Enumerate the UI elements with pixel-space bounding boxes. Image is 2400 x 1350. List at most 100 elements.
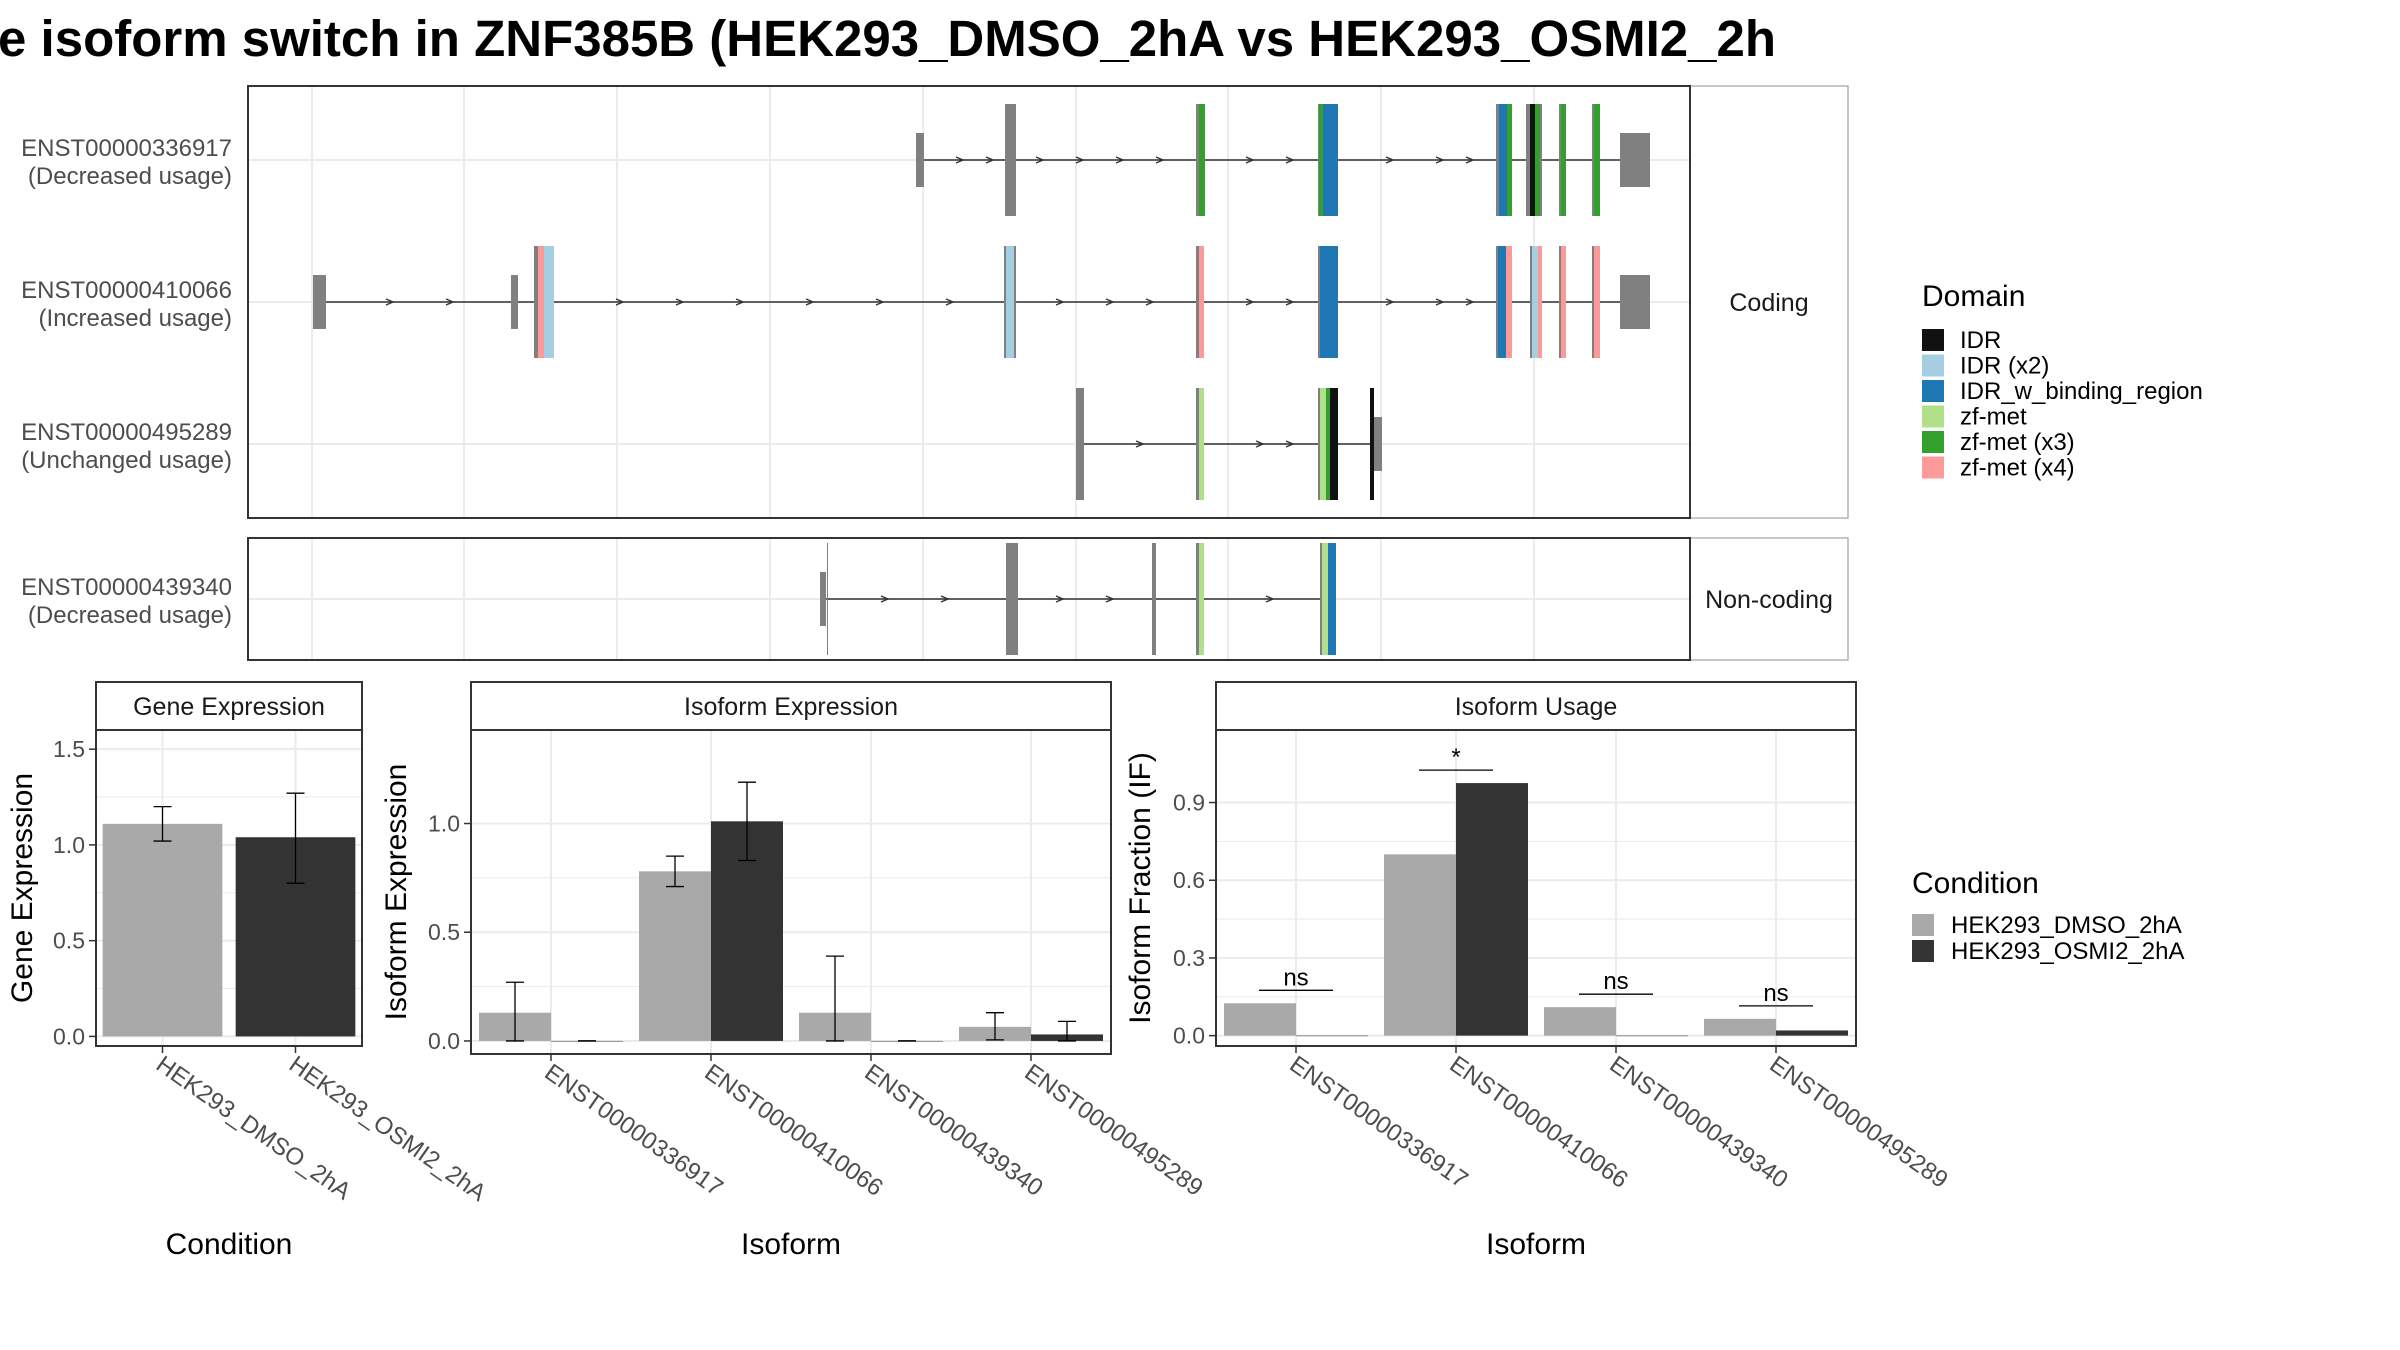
strand-arrow [735, 298, 745, 306]
transcript-usage-label: (Unchanged usage) [21, 447, 232, 474]
exon [1152, 543, 1156, 655]
chart-strip [470, 681, 1112, 731]
y-tick-label: 0.9 [1173, 790, 1205, 816]
strand-arrow [1465, 298, 1475, 306]
legend-label: HEK293_OSMI2_2hA [1951, 938, 2184, 965]
strand-arrow [1245, 298, 1255, 306]
domain-block [538, 246, 544, 358]
bar [639, 871, 711, 1041]
strand-arrow [1055, 595, 1065, 603]
strand-arrow [1155, 156, 1165, 164]
domain-block [544, 246, 554, 358]
strand-arrow [1115, 156, 1125, 164]
y-tick-label: 0.6 [1173, 867, 1205, 893]
strand-arrow [875, 298, 885, 306]
domain-block [1199, 543, 1204, 655]
y-tick-label: 0.3 [1173, 945, 1205, 971]
strand-arrow [880, 595, 890, 603]
legend-label: HEK293_DMSO_2hA [1951, 912, 2182, 939]
chart-panel-border [470, 729, 1112, 1055]
y-tick-label: 0.5 [428, 919, 460, 945]
domain-block [1532, 246, 1538, 358]
x-tick-label: ENST00000495289 [1765, 1051, 1953, 1194]
strand-arrow [805, 298, 815, 306]
domain-block [1328, 543, 1336, 655]
bar [1544, 1007, 1616, 1036]
exon [827, 543, 828, 655]
chart-strip [1215, 681, 1857, 731]
panel-border [247, 85, 1691, 519]
transcript-structure-panel: CodingNon-codingENST00000336917(Decrease… [21, 85, 1849, 661]
domain-block [1370, 388, 1374, 500]
legend-label: zf-met (x3) [1960, 429, 2075, 456]
strand-arrow [1265, 595, 1275, 603]
domain-block [1330, 388, 1338, 500]
legend-label: IDR [1960, 327, 2001, 354]
gene-expression-chart: Gene Expression0.00.51.01.5HEK293_DMSO_2… [6, 681, 491, 1261]
transcript-id-label: ENST00000495289 [21, 419, 232, 446]
domain-block [1326, 388, 1330, 500]
domain-block [1199, 246, 1204, 358]
strand-arrow [1285, 156, 1295, 164]
x-axis-title: Isoform [741, 1228, 841, 1261]
strand-arrow [675, 298, 685, 306]
legend-key [1922, 354, 1944, 377]
domain-block [1499, 104, 1507, 216]
strand-arrow [1135, 440, 1145, 448]
strand-arrow [1035, 156, 1045, 164]
strand-arrow [945, 298, 955, 306]
strand-arrow [1385, 298, 1395, 306]
bar [1776, 1030, 1848, 1036]
legend-key [1922, 380, 1944, 402]
strand-arrow [1385, 156, 1395, 164]
significance-label: ns [1283, 964, 1308, 991]
y-tick-label: 0.0 [428, 1028, 460, 1054]
strand-arrow [445, 298, 455, 306]
legend-key [1912, 940, 1934, 962]
strand-arrow [385, 298, 395, 306]
strand-arrow [615, 298, 625, 306]
chart-strip-label: Isoform Usage [1455, 693, 1618, 721]
legend-label: IDR_w_binding_region [1960, 378, 2203, 405]
domain-block [1538, 246, 1542, 358]
strand-arrow [1435, 298, 1445, 306]
condition-legend-title: Condition [1912, 867, 2039, 900]
chart-panel-border [95, 729, 363, 1047]
y-tick-label: 0.5 [53, 928, 85, 954]
legend-label: IDR (x2) [1960, 353, 2049, 380]
domain-legend-title: Domain [1922, 280, 2025, 313]
legend-label: zf-met (x4) [1960, 455, 2075, 482]
domain-block [1594, 246, 1600, 358]
bar [102, 823, 223, 1037]
chart-strip-label: Isoform Expression [684, 693, 898, 721]
figure-title: e isoform switch in ZNF385B (HEK293_DMSO… [0, 10, 1776, 67]
exon [1006, 543, 1018, 655]
y-axis-title: Gene Expression [6, 773, 39, 1003]
strand-arrow [1245, 156, 1255, 164]
transcript-usage-label: (Increased usage) [39, 305, 232, 332]
chart-strip [95, 681, 363, 731]
transcript-usage-label: (Decreased usage) [28, 602, 232, 629]
domain-block [1320, 388, 1326, 500]
isoform-expression-chart: Isoform Expression0.00.51.0ENST000003369… [380, 681, 1208, 1261]
facet-strip [1689, 537, 1849, 661]
domain-block [1506, 246, 1512, 358]
y-tick-label: 1.5 [53, 736, 85, 762]
legend-key [1922, 431, 1944, 453]
y-tick-label: 1.0 [53, 832, 85, 858]
x-tick-label: ENST00000495289 [1020, 1059, 1208, 1202]
facet-strip [1689, 85, 1849, 519]
strand-arrow [1255, 440, 1265, 448]
legend-key [1922, 329, 1944, 351]
domain-block [1530, 104, 1535, 216]
domain-block [1199, 388, 1204, 500]
chart-panel-border [1215, 729, 1857, 1047]
bar [1616, 1035, 1688, 1037]
bar [1384, 854, 1456, 1036]
significance-label: ns [1603, 968, 1628, 995]
domain-block [1199, 104, 1205, 216]
panel-border [247, 537, 1691, 661]
domain-block [1594, 104, 1600, 216]
domain-block [1498, 246, 1506, 358]
